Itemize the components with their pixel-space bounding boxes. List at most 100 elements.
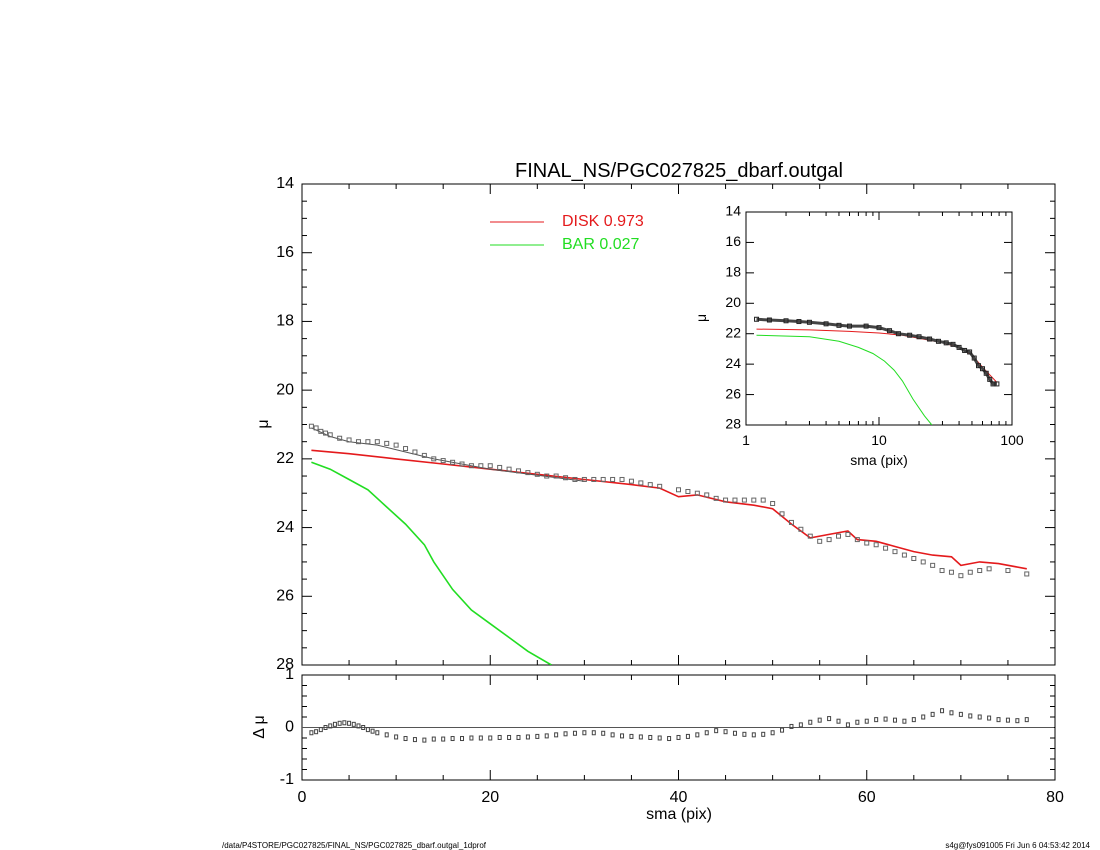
residual-data-point (798, 722, 803, 728)
residual-data-point (365, 727, 370, 733)
residual-y-axis-label: Δ μ (251, 715, 268, 738)
main-data-point (779, 511, 785, 517)
main-data-point (450, 459, 456, 465)
main-y-axis-label: μ (255, 419, 272, 428)
residual-data-point (582, 730, 587, 736)
residual-data-point (431, 736, 436, 742)
inset-data-point (950, 341, 956, 347)
residual-data-point (714, 728, 719, 734)
main-data-point (346, 437, 352, 443)
main-data-point (610, 476, 616, 482)
residual-data-point (977, 714, 982, 720)
residual-data-point (1015, 718, 1020, 724)
main-data-point (403, 446, 409, 452)
main-data-point (478, 463, 484, 469)
inset-data-point (987, 376, 993, 382)
inset-x-tick-label: 1 (742, 432, 750, 448)
residual-data-point (394, 734, 399, 740)
residual-data-point (808, 719, 813, 725)
residual-data-point (375, 730, 380, 736)
main-data-point (393, 442, 399, 448)
main-data-point (854, 537, 860, 543)
main-data-point (487, 463, 493, 469)
residual-data-point (478, 735, 483, 741)
inset-x-axis-label: sma (pix) (850, 452, 908, 468)
residual-data-point (958, 711, 963, 717)
main-data-point (581, 476, 587, 482)
main-data-point (845, 531, 851, 537)
residual-data-point (657, 735, 662, 741)
residual-data-point (328, 723, 333, 729)
residual-data-point (836, 718, 841, 724)
residual-data-point (629, 733, 634, 739)
residual-data-point (921, 714, 926, 720)
main-y-tick-label: 14 (276, 175, 294, 192)
x-tick-label: 40 (670, 789, 688, 806)
residual-y-tick-label: 0 (285, 719, 294, 736)
main-data-point (412, 449, 418, 455)
main-series (308, 423, 1030, 665)
main-data-point (788, 519, 794, 525)
main-data-point (977, 568, 983, 574)
residual-data-point (525, 734, 530, 740)
residual-data-point (318, 727, 323, 733)
main-data-point (798, 526, 804, 532)
main-data-point (817, 538, 823, 544)
residual-data-point (314, 729, 319, 735)
residual-data-point (648, 734, 653, 740)
residual-data-point (940, 708, 945, 714)
inset-y-tick-label: 14 (725, 203, 741, 219)
inset-y-tick-label: 18 (725, 264, 741, 280)
main-data-point (534, 471, 540, 477)
main-data-point (751, 497, 757, 503)
residual-data-point (544, 733, 549, 739)
inset-plot-panel: 14 16 18 20 22 24 26 281 10 100 μ sma (pix) (693, 203, 1024, 468)
main-data-point (883, 545, 889, 551)
main-data-point (760, 497, 766, 503)
inset-data-point (916, 334, 922, 340)
main-data-point (591, 476, 597, 482)
inset-data-point (927, 336, 933, 342)
main-data-point (807, 533, 813, 539)
inset-data-point (823, 321, 829, 327)
legend-disk-label: DISK 0.973 (562, 213, 644, 230)
residual-data-point (695, 732, 700, 738)
main-y-tick-label: 28 (276, 656, 294, 673)
residual-data-point (902, 718, 907, 724)
inset-data-point (766, 317, 772, 323)
main-data-point (930, 562, 936, 568)
residual-data-point (469, 735, 474, 741)
main-data-point (685, 488, 691, 494)
residual-y-tick-label: 1 (285, 666, 294, 683)
residual-data-point (761, 731, 766, 737)
main-data-point (741, 497, 747, 503)
inset-data-point (895, 331, 901, 337)
main-y-tick-label: 20 (276, 381, 294, 398)
main-data-point (525, 470, 531, 476)
main-data-point (920, 559, 926, 565)
residual-data-point (770, 730, 775, 736)
residual-data-point (789, 723, 794, 729)
main-data-point (318, 428, 324, 434)
inset-data-point (907, 332, 913, 338)
main-data-point (421, 452, 427, 458)
main-data-point (967, 569, 973, 575)
inset-data-point (846, 323, 852, 329)
main-data-point (515, 468, 521, 474)
residual-data-point (996, 717, 1001, 723)
inset-data-point (943, 340, 949, 346)
legend: DISK 0.973 BAR 0.027 (490, 213, 644, 253)
footer-file-path: /data/P4STORE/PGC027825/FINAL_NS/PGC0278… (222, 841, 487, 850)
main-data-point (323, 430, 329, 436)
inset-data-point (967, 349, 973, 355)
residual-data-point (332, 721, 337, 727)
residual-data-point (563, 731, 568, 737)
chart-title: FINAL_NS/PGC027825_dbarf.outgal (515, 160, 843, 182)
main-data-point (628, 478, 634, 484)
main-data-point (497, 464, 503, 470)
residual-data-point (361, 725, 366, 730)
disk-series-line (311, 449, 1027, 570)
main-data-point (723, 497, 729, 503)
residual-data-point (507, 734, 512, 740)
